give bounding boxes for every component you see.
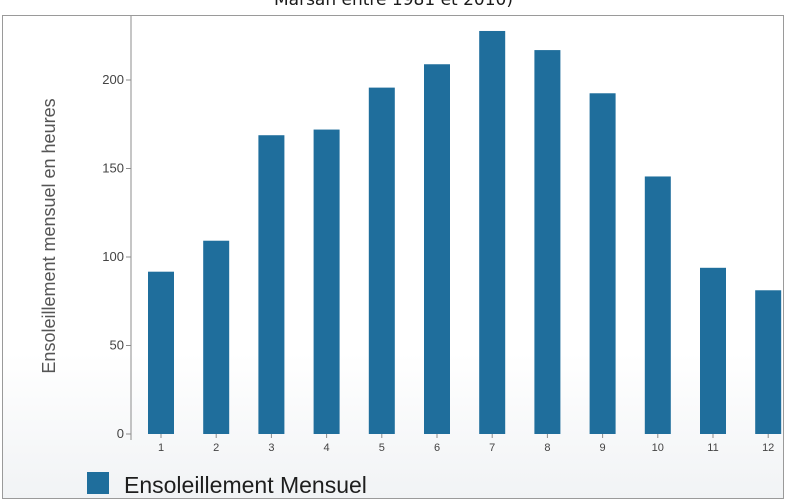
bar-month-4 [313,129,340,434]
legend-swatch [87,472,109,494]
bars [148,30,782,435]
x-tick-label: 4 [324,442,330,454]
bar-month-1 [148,271,174,434]
x-axis-ticks: 1 2 3 4 5 6 7 8 9 10 11 12 [158,434,774,454]
bar-month-8 [534,50,561,434]
x-tick-label: 11 [707,442,718,454]
y-tick-label: 50 [110,338,124,353]
x-tick-label: 9 [600,442,606,454]
x-tick-label: 7 [489,442,495,454]
y-axis-ticks: 0 50 100 150 200 [102,72,131,441]
x-tick-label: 6 [434,442,440,454]
x-tick-label: 10 [652,442,664,454]
bar-month-3 [258,135,285,434]
x-tick-label: 8 [544,442,550,454]
bar-month-9 [589,93,616,435]
chart-title: Marsan entre 1981 et 2010) [274,0,513,10]
bar-month-12 [755,290,782,434]
bar-month-7 [479,30,506,434]
y-tick-label: 200 [102,72,124,87]
y-tick-label: 100 [102,249,124,264]
bar-month-5 [368,87,395,435]
bar-month-11 [700,267,726,434]
bar-month-2 [203,240,230,434]
legend: Ensoleillement Mensuel [87,472,367,498]
bar-month-6 [424,64,450,434]
x-tick-label: 2 [213,442,219,454]
x-tick-label: 5 [379,442,385,454]
y-axis-label: Ensoleillement mensuel en heures [39,98,59,373]
y-tick-label: 150 [102,161,124,176]
x-tick-label: 3 [268,442,274,454]
y-tick-label: 0 [117,426,124,441]
legend-label: Ensoleillement Mensuel [124,472,367,498]
x-tick-label: 1 [158,442,164,454]
x-tick-label: 12 [762,442,774,454]
chart-frame: 0 50 100 150 200 1 2 3 4 5 6 7 8 9 10 11 12 Ensoleillem… [2,15,784,499]
bar-month-10 [644,176,671,434]
